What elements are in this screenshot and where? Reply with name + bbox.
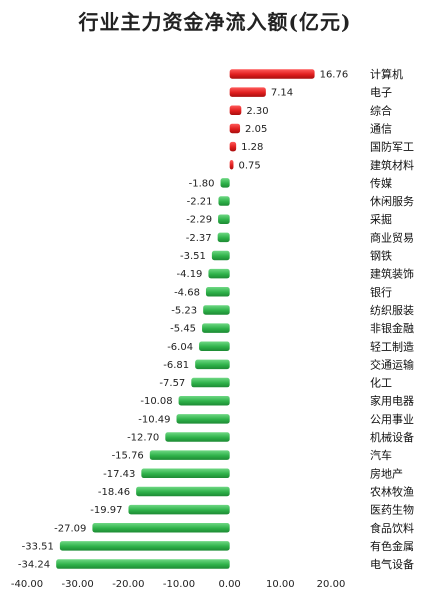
value-label: 16.76 [320,70,349,81]
category-label: 建筑材料 [370,158,414,172]
category-label: 汽车 [370,448,392,462]
value-label: -17.43 [103,469,135,480]
category-label: 电气设备 [370,557,414,571]
bar-医药生物 [128,504,230,515]
x-axis: -40.00 -30.00 -20.00 -10.00 0.00 10.00 20.00 [11,579,345,590]
value-label: -6.81 [163,360,189,371]
category-label: 电子 [370,86,392,99]
value-label: -5.45 [170,324,196,335]
category-label: 商业贸易 [370,230,414,244]
category-label: 家用电器 [370,394,414,408]
category-label: 房地产 [370,466,403,480]
value-label: -6.04 [167,342,193,353]
category-label: 医药生物 [370,503,414,517]
value-label: -33.51 [22,541,54,552]
value-label: -12.70 [127,433,159,444]
value-label: -18.46 [98,487,130,498]
bar-家用电器 [178,395,230,406]
value-label: -10.49 [138,414,170,425]
bar-电子 [229,87,266,97]
bar-化工 [191,377,230,388]
value-label: -2.21 [187,197,213,208]
bar-轻工制造 [199,341,230,351]
x-tick-label: -30.00 [62,579,94,590]
category-label: 食品饮料 [370,521,414,535]
value-label: -1.80 [189,178,215,189]
category-label: 计算机 [370,67,403,81]
category-label: 通信 [370,122,392,135]
bar-非银金融 [202,323,230,333]
bar-传媒 [220,178,230,188]
bar-休闲服务 [218,196,230,206]
value-label: -4.19 [177,269,203,280]
value-label: 2.30 [246,106,268,117]
category-label: 机械设备 [370,430,414,444]
bar-钢铁 [211,250,230,261]
chart-title: 行业主力资金净流入额(亿元) [78,10,352,34]
category-label: 钢铁 [370,250,392,263]
value-label: -7.57 [159,378,185,389]
category-label: 综合 [370,103,392,117]
value-label: -27.09 [54,523,86,534]
value-label: -3.51 [180,251,206,262]
category-label: 交通运输 [370,357,414,371]
category-label: 化工 [370,376,392,390]
value-label: -2.29 [186,215,212,226]
category-label: 轻工制造 [370,339,414,353]
value-label: -2.37 [186,233,212,244]
category-label: 农林牧渔 [370,484,414,498]
bar-银行 [205,287,230,297]
bar-房地产 [141,468,230,479]
bar-综合 [229,105,242,116]
bar-通信 [229,123,241,134]
category-label: 采掘 [370,212,392,226]
bar-采掘 [218,214,230,224]
category-label: 休闲服务 [370,194,414,208]
bar-电气设备 [56,559,230,569]
value-label-group: 16.76 7.142.30 2.05 1.28 0.75 -1.80 -2.21 -2.29… [18,70,348,571]
bar-建筑装饰 [208,268,230,279]
value-label: 1.28 [241,142,263,153]
value-label: -15.76 [112,451,144,462]
category-label: 公用事业 [370,413,414,426]
bar-group [56,69,315,569]
bar-机械设备 [165,432,230,442]
value-label: -5.23 [171,305,197,316]
category-label-group: 计算机电子综合通信国防军工建筑材料传媒休闲服务采掘商业贸易钢铁建筑装饰银行纺织服… [370,67,414,571]
bar-公用事业 [176,414,230,424]
bar-商业贸易 [217,232,230,243]
bar-汽车 [149,450,230,460]
bar-建筑材料 [229,160,234,170]
category-label: 非银金融 [370,321,414,335]
bar-纺织服装 [203,305,230,315]
x-tick-label: 10.00 [266,579,295,590]
value-label: -19.97 [90,505,122,516]
x-tick-label: -10.00 [163,579,195,590]
x-tick-label: -20.00 [112,579,144,590]
bar-农林牧渔 [136,486,230,497]
bar-交通运输 [195,359,230,370]
value-label: -34.24 [18,560,50,571]
category-label: 银行 [370,285,392,299]
category-label: 国防军工 [370,140,414,154]
bar-有色金属 [59,541,230,551]
value-label: -10.08 [140,396,172,407]
x-tick-label: 0.00 [219,579,241,590]
value-label: 7.14 [271,88,293,99]
bar-食品饮料 [92,523,230,533]
category-label: 传媒 [370,177,392,190]
x-tick-label: -40.00 [11,579,43,590]
value-label: 2.05 [245,124,267,135]
value-label: -4.68 [174,287,200,298]
category-label: 纺织服装 [370,303,414,317]
x-tick-label: 20.00 [317,579,346,590]
category-label: 有色金属 [370,539,414,553]
bar-国防军工 [229,141,237,152]
bar-计算机 [229,69,315,79]
value-label: 0.75 [238,160,260,171]
category-label: 建筑装饰 [370,267,414,281]
